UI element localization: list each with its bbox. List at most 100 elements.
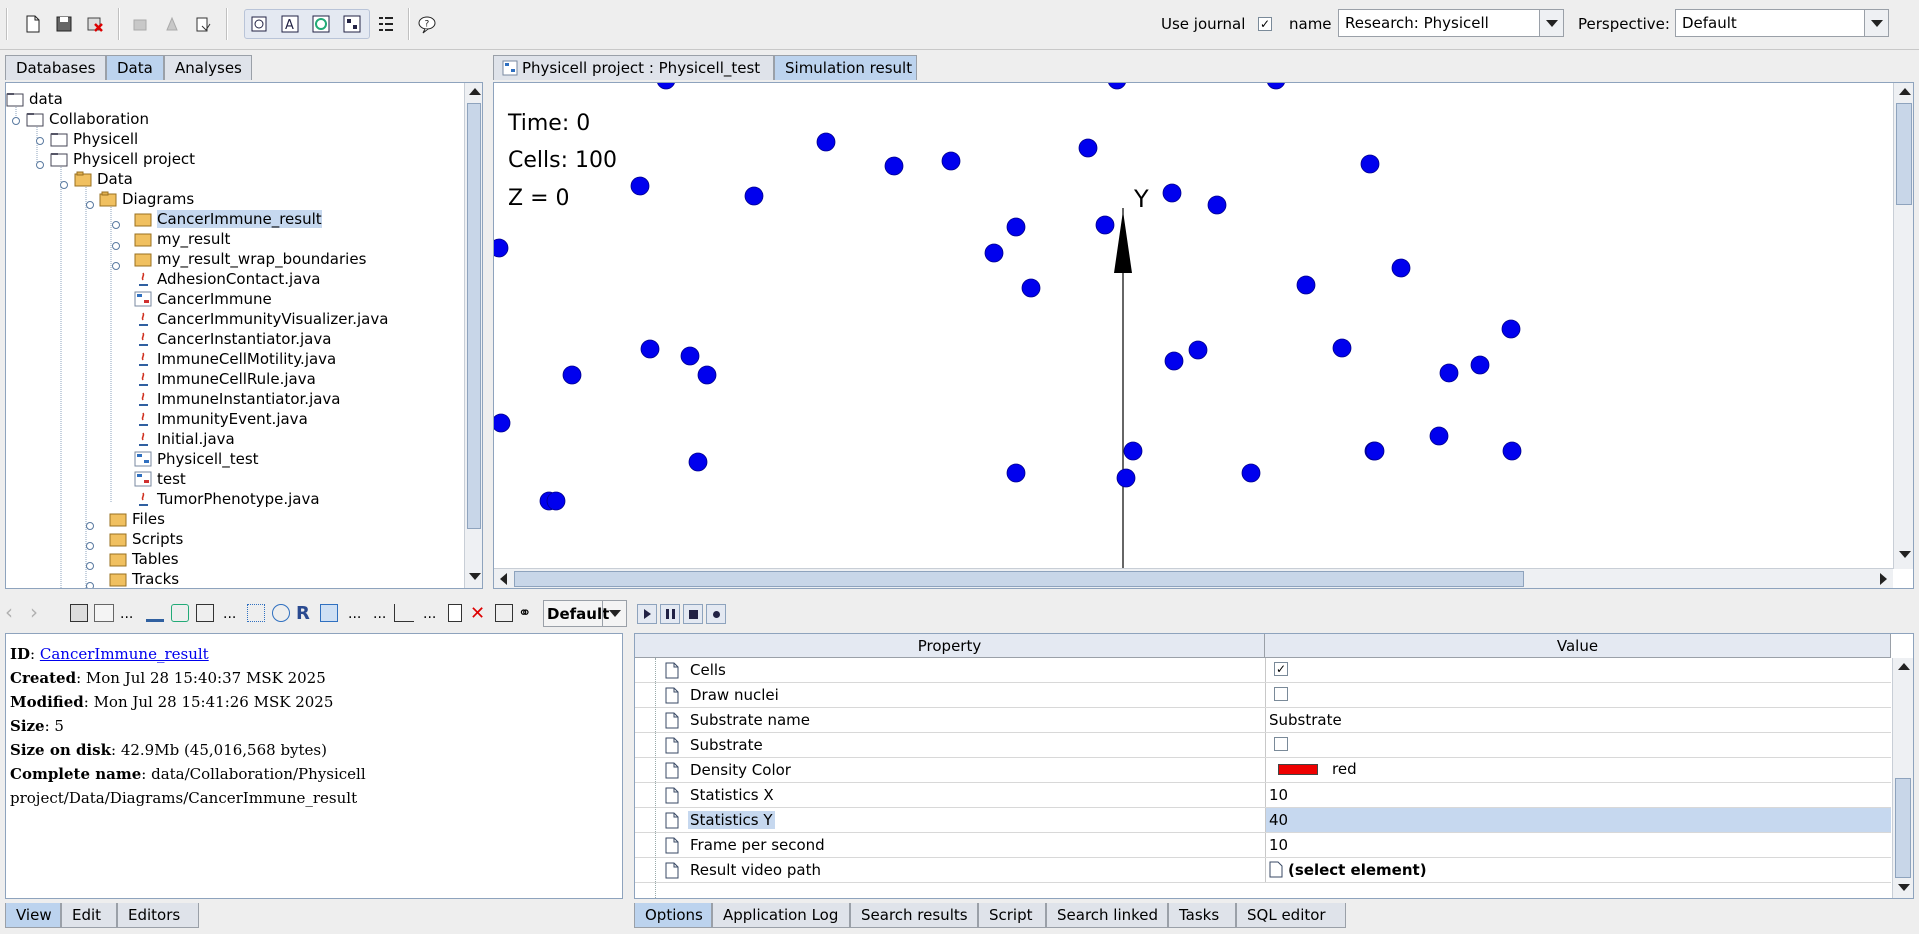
property-row[interactable]: Substrate [635, 733, 1891, 758]
scroll-down-icon[interactable] [1899, 551, 1911, 558]
new-table-icon[interactable] [94, 604, 114, 622]
tab-sql-editor[interactable]: SQL editor [1236, 903, 1346, 928]
use-journal-checkbox[interactable]: ✓ [1258, 17, 1272, 31]
tree-node-tracks[interactable]: Tracks [109, 569, 179, 588]
tree-node-data-root[interactable]: data [6, 89, 63, 109]
perspective-combobox[interactable]: Default [1675, 9, 1889, 37]
tab-search-results[interactable]: Search results [850, 903, 978, 928]
tab-editors[interactable]: Editors [117, 903, 199, 928]
tree-item-cancerimmune-result[interactable]: CancerImmune_result [134, 209, 322, 229]
tree-item-diagram[interactable]: Physicell_test [134, 449, 259, 469]
tab-analyses[interactable]: Analyses [164, 55, 252, 80]
property-value-cell[interactable]: (select element) [1265, 858, 1891, 882]
chevron-down-icon[interactable] [1539, 10, 1563, 36]
property-value-cell[interactable]: 10 [1265, 833, 1891, 857]
property-value-cell[interactable]: 40 [1265, 808, 1891, 832]
tab-simulation-result[interactable]: Simulation result [774, 55, 917, 80]
network-icon[interactable] [247, 604, 265, 622]
back-icon[interactable]: ‹ [5, 600, 13, 624]
tab-physicell-test[interactable]: Physicell project : Physicell_test [493, 55, 774, 80]
canvas-hscrollbar[interactable] [494, 568, 1893, 588]
close-document-icon[interactable] [83, 12, 107, 36]
tree-item-java-file[interactable]: TumorPhenotype.java [134, 489, 320, 509]
globe-icon[interactable] [272, 604, 290, 622]
scroll-down-icon[interactable] [469, 573, 481, 580]
tree-item-my-result-wrap[interactable]: my_result_wrap_boundaries [134, 249, 366, 269]
record-icon[interactable] [706, 604, 726, 624]
property-row[interactable]: Frame per second 10 [635, 833, 1891, 858]
tree-item-java-file[interactable]: CancerImmunityVisualizer.java [134, 309, 388, 329]
property-checkbox[interactable]: ✓ [1274, 662, 1288, 676]
tree-node-diagrams[interactable]: Diagrams [99, 189, 194, 209]
color-swatch[interactable] [1278, 764, 1318, 775]
tree-node-files[interactable]: Files [109, 509, 165, 529]
property-row[interactable]: Draw nuclei [635, 683, 1891, 708]
tree-item-java-file[interactable]: Initial.java [134, 429, 235, 449]
new-file-icon[interactable] [448, 604, 462, 622]
canvas-vscrollbar[interactable] [1893, 83, 1913, 569]
tree-scrollbar[interactable] [464, 83, 482, 588]
tab-data[interactable]: Data [106, 55, 164, 80]
property-value-cell[interactable] [1265, 733, 1891, 757]
canvas-hscrollbar-thumb[interactable] [514, 571, 1524, 587]
print-icon[interactable] [495, 604, 513, 622]
value-column-header[interactable]: Value [1265, 634, 1891, 658]
property-value-cell[interactable]: red [1265, 758, 1891, 782]
property-column-header[interactable]: Property [635, 634, 1265, 658]
tree-item-java-file[interactable]: ImmunityEvent.java [134, 409, 308, 429]
tree-item-java-file[interactable]: AdhesionContact.java [134, 269, 320, 289]
info-id-link[interactable]: CancerImmune_result [39, 645, 209, 663]
tree-node-data[interactable]: Data [74, 169, 133, 189]
tree-item-diagram[interactable]: test [134, 469, 186, 489]
chevron-down-icon[interactable] [602, 601, 626, 626]
more-icon[interactable]: ... [423, 606, 437, 622]
tree-item-java-file[interactable]: ImmuneCellMotility.java [134, 349, 336, 369]
help-icon[interactable]: ? [415, 12, 439, 36]
property-value-cell[interactable] [1265, 683, 1891, 707]
more-icon[interactable]: ... [348, 606, 362, 622]
tab-view[interactable]: View [5, 903, 61, 928]
tree-item-java-file[interactable]: ImmuneInstantiator.java [134, 389, 341, 409]
stop-icon[interactable] [683, 604, 703, 624]
tree-scrollbar-thumb[interactable] [467, 103, 481, 529]
layout-icon[interactable] [340, 12, 364, 36]
properties-scrollbar[interactable] [1892, 658, 1913, 898]
name-combobox[interactable]: Research: Physicell [1338, 9, 1564, 37]
chart-icon[interactable] [394, 604, 414, 622]
new-document-icon[interactable] [21, 12, 45, 36]
tree-node-scripts[interactable]: Scripts [109, 529, 183, 549]
property-checkbox[interactable] [1274, 687, 1288, 701]
tab-application-log[interactable]: Application Log [712, 903, 850, 928]
delete-icon[interactable]: ✕ [470, 603, 486, 624]
tree-item-my-result[interactable]: my_result [134, 229, 230, 249]
property-row[interactable]: Cells ✓ [635, 658, 1891, 683]
paste-icon[interactable] [191, 12, 215, 36]
more-icon[interactable]: ... [373, 606, 387, 622]
copy-icon[interactable] [160, 12, 184, 36]
text-mode-icon[interactable]: A [278, 12, 302, 36]
refresh-icon[interactable] [309, 12, 333, 36]
property-value-cell[interactable]: ✓ [1265, 658, 1891, 682]
property-value-cell[interactable]: Substrate [1265, 708, 1891, 732]
tree-node-physicell-project[interactable]: Physicell project [50, 149, 195, 169]
tab-edit[interactable]: Edit [61, 903, 117, 928]
scroll-up-icon[interactable] [1899, 88, 1911, 95]
select-mode-icon[interactable] [247, 12, 271, 36]
tree-item-diagram[interactable]: CancerImmune [134, 289, 272, 309]
tab-databases[interactable]: Databases [5, 55, 106, 80]
scroll-up-icon[interactable] [469, 88, 481, 95]
workflow-icon[interactable] [171, 604, 189, 622]
binoculars-icon[interactable]: ⚭ [518, 603, 532, 622]
pause-icon[interactable] [660, 604, 680, 624]
scroll-down-icon[interactable] [1898, 884, 1910, 891]
forward-icon[interactable]: › [30, 600, 38, 624]
tree-node-physicell[interactable]: Physicell [50, 129, 138, 149]
tree-node-collaboration[interactable]: Collaboration [26, 109, 149, 129]
canvas-vscrollbar-thumb[interactable] [1896, 103, 1912, 205]
r-script-icon[interactable]: R [296, 603, 310, 624]
view-mode-combobox[interactable]: Default [543, 600, 627, 627]
upload-icon[interactable] [70, 604, 88, 622]
tree-node-tables[interactable]: Tables [109, 549, 179, 569]
properties-scrollbar-thumb[interactable] [1895, 778, 1911, 878]
property-row[interactable]: Statistics X 10 [635, 783, 1891, 808]
